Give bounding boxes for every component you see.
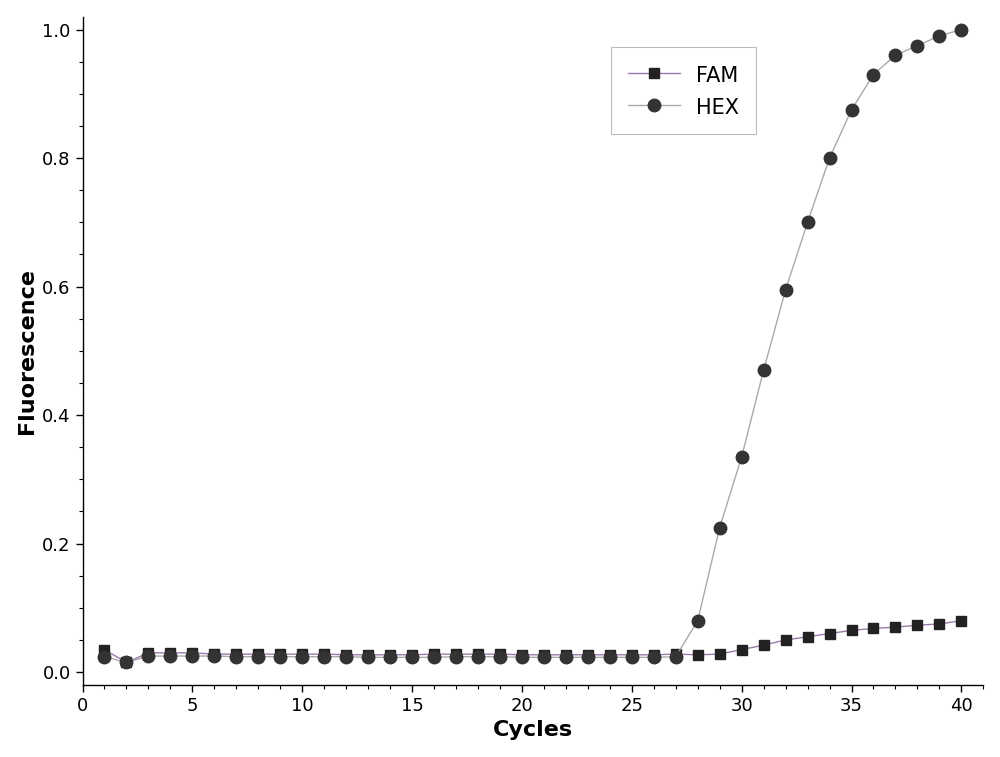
FAM <box>340 650 352 659</box>
HEX <box>296 653 308 662</box>
FAM <box>494 650 506 659</box>
FAM <box>780 635 792 644</box>
FAM <box>933 619 945 628</box>
FAM <box>208 650 220 659</box>
HEX <box>142 652 154 661</box>
HEX <box>120 658 132 667</box>
FAM <box>604 650 616 659</box>
FAM <box>186 648 198 657</box>
HEX <box>252 653 264 662</box>
HEX <box>626 653 638 662</box>
HEX <box>670 653 682 662</box>
HEX <box>274 653 286 662</box>
FAM <box>230 650 242 659</box>
FAM <box>120 658 132 667</box>
HEX <box>846 105 858 114</box>
HEX <box>736 452 748 461</box>
FAM <box>736 645 748 654</box>
FAM <box>472 650 484 659</box>
FAM <box>911 621 923 630</box>
FAM <box>714 650 726 659</box>
FAM <box>450 650 462 659</box>
Line: FAM: FAM <box>100 616 966 668</box>
Line: HEX: HEX <box>98 23 968 668</box>
FAM <box>384 650 396 659</box>
FAM <box>582 650 594 659</box>
Legend: FAM, HEX: FAM, HEX <box>611 47 756 134</box>
FAM <box>274 650 286 659</box>
FAM <box>516 650 528 659</box>
HEX <box>450 653 462 662</box>
HEX <box>318 653 330 662</box>
FAM <box>362 650 374 659</box>
HEX <box>867 70 879 79</box>
FAM <box>142 648 154 657</box>
HEX <box>230 653 242 662</box>
HEX <box>428 653 440 662</box>
FAM <box>164 648 176 657</box>
FAM <box>406 650 418 659</box>
HEX <box>538 653 550 662</box>
HEX <box>472 653 484 662</box>
HEX <box>889 51 901 60</box>
FAM <box>955 616 967 625</box>
HEX <box>406 653 418 662</box>
HEX <box>714 523 726 532</box>
FAM <box>252 650 264 659</box>
X-axis label: Cycles: Cycles <box>493 721 573 740</box>
FAM <box>802 632 814 641</box>
HEX <box>362 653 374 662</box>
FAM <box>538 650 550 659</box>
HEX <box>582 653 594 662</box>
HEX <box>186 652 198 661</box>
HEX <box>802 218 814 227</box>
HEX <box>692 616 704 625</box>
HEX <box>560 653 572 662</box>
HEX <box>648 653 660 662</box>
HEX <box>494 653 506 662</box>
HEX <box>340 653 352 662</box>
HEX <box>758 366 770 375</box>
FAM <box>648 650 660 659</box>
HEX <box>911 41 923 50</box>
HEX <box>955 25 967 34</box>
HEX <box>824 154 836 163</box>
HEX <box>164 652 176 661</box>
FAM <box>318 650 330 659</box>
HEX <box>516 653 528 662</box>
FAM <box>889 622 901 631</box>
FAM <box>296 650 308 659</box>
HEX <box>933 31 945 40</box>
FAM <box>824 629 836 638</box>
FAM <box>867 624 879 633</box>
FAM <box>626 650 638 659</box>
FAM <box>428 650 440 659</box>
HEX <box>208 652 220 661</box>
FAM <box>560 650 572 659</box>
Y-axis label: Fluorescence: Fluorescence <box>17 268 37 434</box>
FAM <box>670 650 682 659</box>
HEX <box>98 653 110 662</box>
HEX <box>384 653 396 662</box>
FAM <box>98 645 110 654</box>
FAM <box>692 650 704 659</box>
FAM <box>758 640 770 650</box>
FAM <box>846 626 858 635</box>
HEX <box>780 285 792 294</box>
HEX <box>604 653 616 662</box>
